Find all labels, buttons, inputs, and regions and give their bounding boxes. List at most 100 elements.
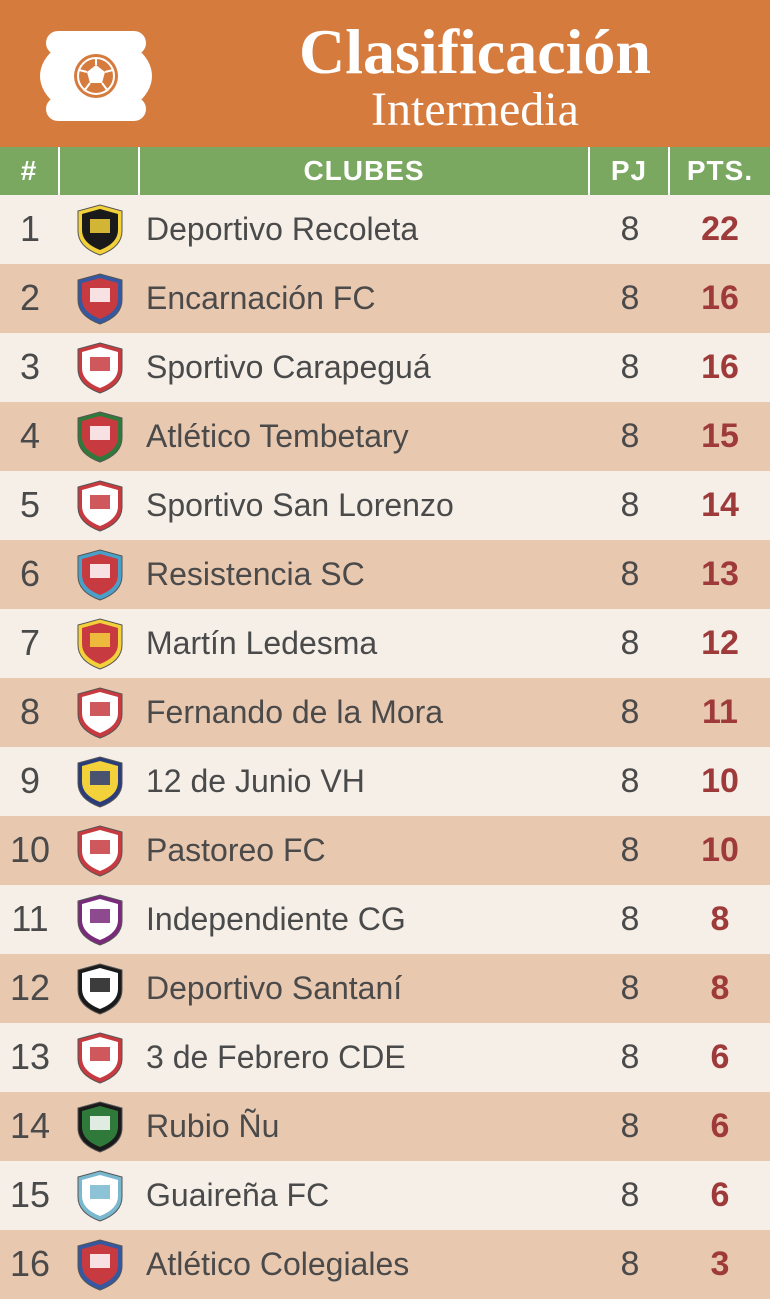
club-name-cell: Guaireña FC	[140, 1177, 590, 1214]
pj-cell: 8	[590, 279, 670, 318]
club-name-cell: Martín Ledesma	[140, 625, 590, 662]
table-row: 14 Rubio Ñu86	[0, 1092, 770, 1161]
header-banner: Clasificación Intermedia	[0, 0, 770, 147]
table-row: 9 12 de Junio VH810	[0, 747, 770, 816]
col-header-pts: PTS.	[670, 147, 770, 195]
crest-cell	[60, 339, 140, 395]
table-row: 13 3 de Febrero CDE86	[0, 1023, 770, 1092]
table-row: 2 Encarnación FC816	[0, 264, 770, 333]
club-crest-icon	[72, 822, 128, 878]
logo-section	[16, 21, 176, 136]
pj-cell: 8	[590, 762, 670, 801]
rank-cell: 12	[0, 967, 60, 1009]
club-name-cell: Pastoreo FC	[140, 832, 590, 869]
pts-cell: 8	[670, 969, 770, 1008]
club-crest-icon	[72, 1029, 128, 1085]
pj-cell: 8	[590, 624, 670, 663]
rank-cell: 13	[0, 1036, 60, 1078]
crest-cell	[60, 408, 140, 464]
pj-cell: 8	[590, 486, 670, 525]
club-name-cell: Atlético Colegiales	[140, 1246, 590, 1283]
crest-cell	[60, 477, 140, 533]
rank-cell: 4	[0, 415, 60, 457]
table-row: 8 Fernando de la Mora811	[0, 678, 770, 747]
club-name-cell: Sportivo San Lorenzo	[140, 487, 590, 524]
club-crest-icon	[72, 408, 128, 464]
rank-cell: 16	[0, 1243, 60, 1285]
rank-cell: 6	[0, 553, 60, 595]
title-sub: Intermedia	[196, 84, 754, 137]
club-name-cell: Fernando de la Mora	[140, 694, 590, 731]
rank-cell: 9	[0, 760, 60, 802]
club-name-cell: Rubio Ñu	[140, 1108, 590, 1145]
crest-cell	[60, 822, 140, 878]
pj-cell: 8	[590, 210, 670, 249]
rank-cell: 2	[0, 277, 60, 319]
club-name-cell: Deportivo Recoleta	[140, 211, 590, 248]
club-crest-icon	[72, 201, 128, 257]
club-name-cell: Atlético Tembetary	[140, 418, 590, 455]
club-crest-icon	[72, 546, 128, 602]
crest-cell	[60, 270, 140, 326]
crest-cell	[60, 201, 140, 257]
rank-cell: 8	[0, 691, 60, 733]
pts-cell: 15	[670, 417, 770, 456]
col-header-club: CLUBES	[140, 147, 590, 195]
pj-cell: 8	[590, 831, 670, 870]
crest-cell	[60, 615, 140, 671]
pts-cell: 14	[670, 486, 770, 525]
col-header-rank: #	[0, 147, 60, 195]
crest-cell	[60, 1236, 140, 1292]
pj-cell: 8	[590, 693, 670, 732]
pts-cell: 16	[670, 348, 770, 387]
club-name-cell: 3 de Febrero CDE	[140, 1039, 590, 1076]
pj-cell: 8	[590, 555, 670, 594]
table-row: 10 Pastoreo FC810	[0, 816, 770, 885]
club-name-cell: Encarnación FC	[140, 280, 590, 317]
club-name-cell: 12 de Junio VH	[140, 763, 590, 800]
club-crest-icon	[72, 891, 128, 947]
table-row: 15 Guaireña FC86	[0, 1161, 770, 1230]
rank-cell: 3	[0, 346, 60, 388]
crest-cell	[60, 960, 140, 1016]
pts-cell: 13	[670, 555, 770, 594]
rank-cell: 10	[0, 829, 60, 871]
crest-cell	[60, 1098, 140, 1154]
pj-cell: 8	[590, 969, 670, 1008]
pts-cell: 6	[670, 1107, 770, 1146]
col-header-pj: PJ	[590, 147, 670, 195]
rank-cell: 5	[0, 484, 60, 526]
club-crest-icon	[72, 339, 128, 395]
pts-cell: 8	[670, 900, 770, 939]
table-row: 12 Deportivo Santaní88	[0, 954, 770, 1023]
crest-cell	[60, 546, 140, 602]
club-crest-icon	[72, 615, 128, 671]
football-logo-icon	[16, 21, 176, 131]
pts-cell: 16	[670, 279, 770, 318]
pj-cell: 8	[590, 900, 670, 939]
club-crest-icon	[72, 1236, 128, 1292]
club-crest-icon	[72, 1098, 128, 1154]
crest-cell	[60, 1167, 140, 1223]
table-body: 1 Deportivo Recoleta8222 Encarnación FC8…	[0, 195, 770, 1299]
crest-cell	[60, 753, 140, 809]
rank-cell: 14	[0, 1105, 60, 1147]
table-row: 16 Atlético Colegiales83	[0, 1230, 770, 1299]
table-row: 1 Deportivo Recoleta822	[0, 195, 770, 264]
club-name-cell: Independiente CG	[140, 901, 590, 938]
pts-cell: 6	[670, 1176, 770, 1215]
rank-cell: 15	[0, 1174, 60, 1216]
club-crest-icon	[72, 477, 128, 533]
club-crest-icon	[72, 1167, 128, 1223]
pts-cell: 3	[670, 1245, 770, 1284]
pts-cell: 12	[670, 624, 770, 663]
pj-cell: 8	[590, 417, 670, 456]
table-row: 4 Atlético Tembetary815	[0, 402, 770, 471]
table-header-row: # CLUBES PJ PTS.	[0, 147, 770, 195]
title-main: Clasificación	[196, 20, 754, 84]
table-row: 11 Independiente CG88	[0, 885, 770, 954]
pts-cell: 11	[670, 693, 770, 732]
crest-cell	[60, 684, 140, 740]
table-row: 3 Sportivo Carapeguá816	[0, 333, 770, 402]
pj-cell: 8	[590, 348, 670, 387]
